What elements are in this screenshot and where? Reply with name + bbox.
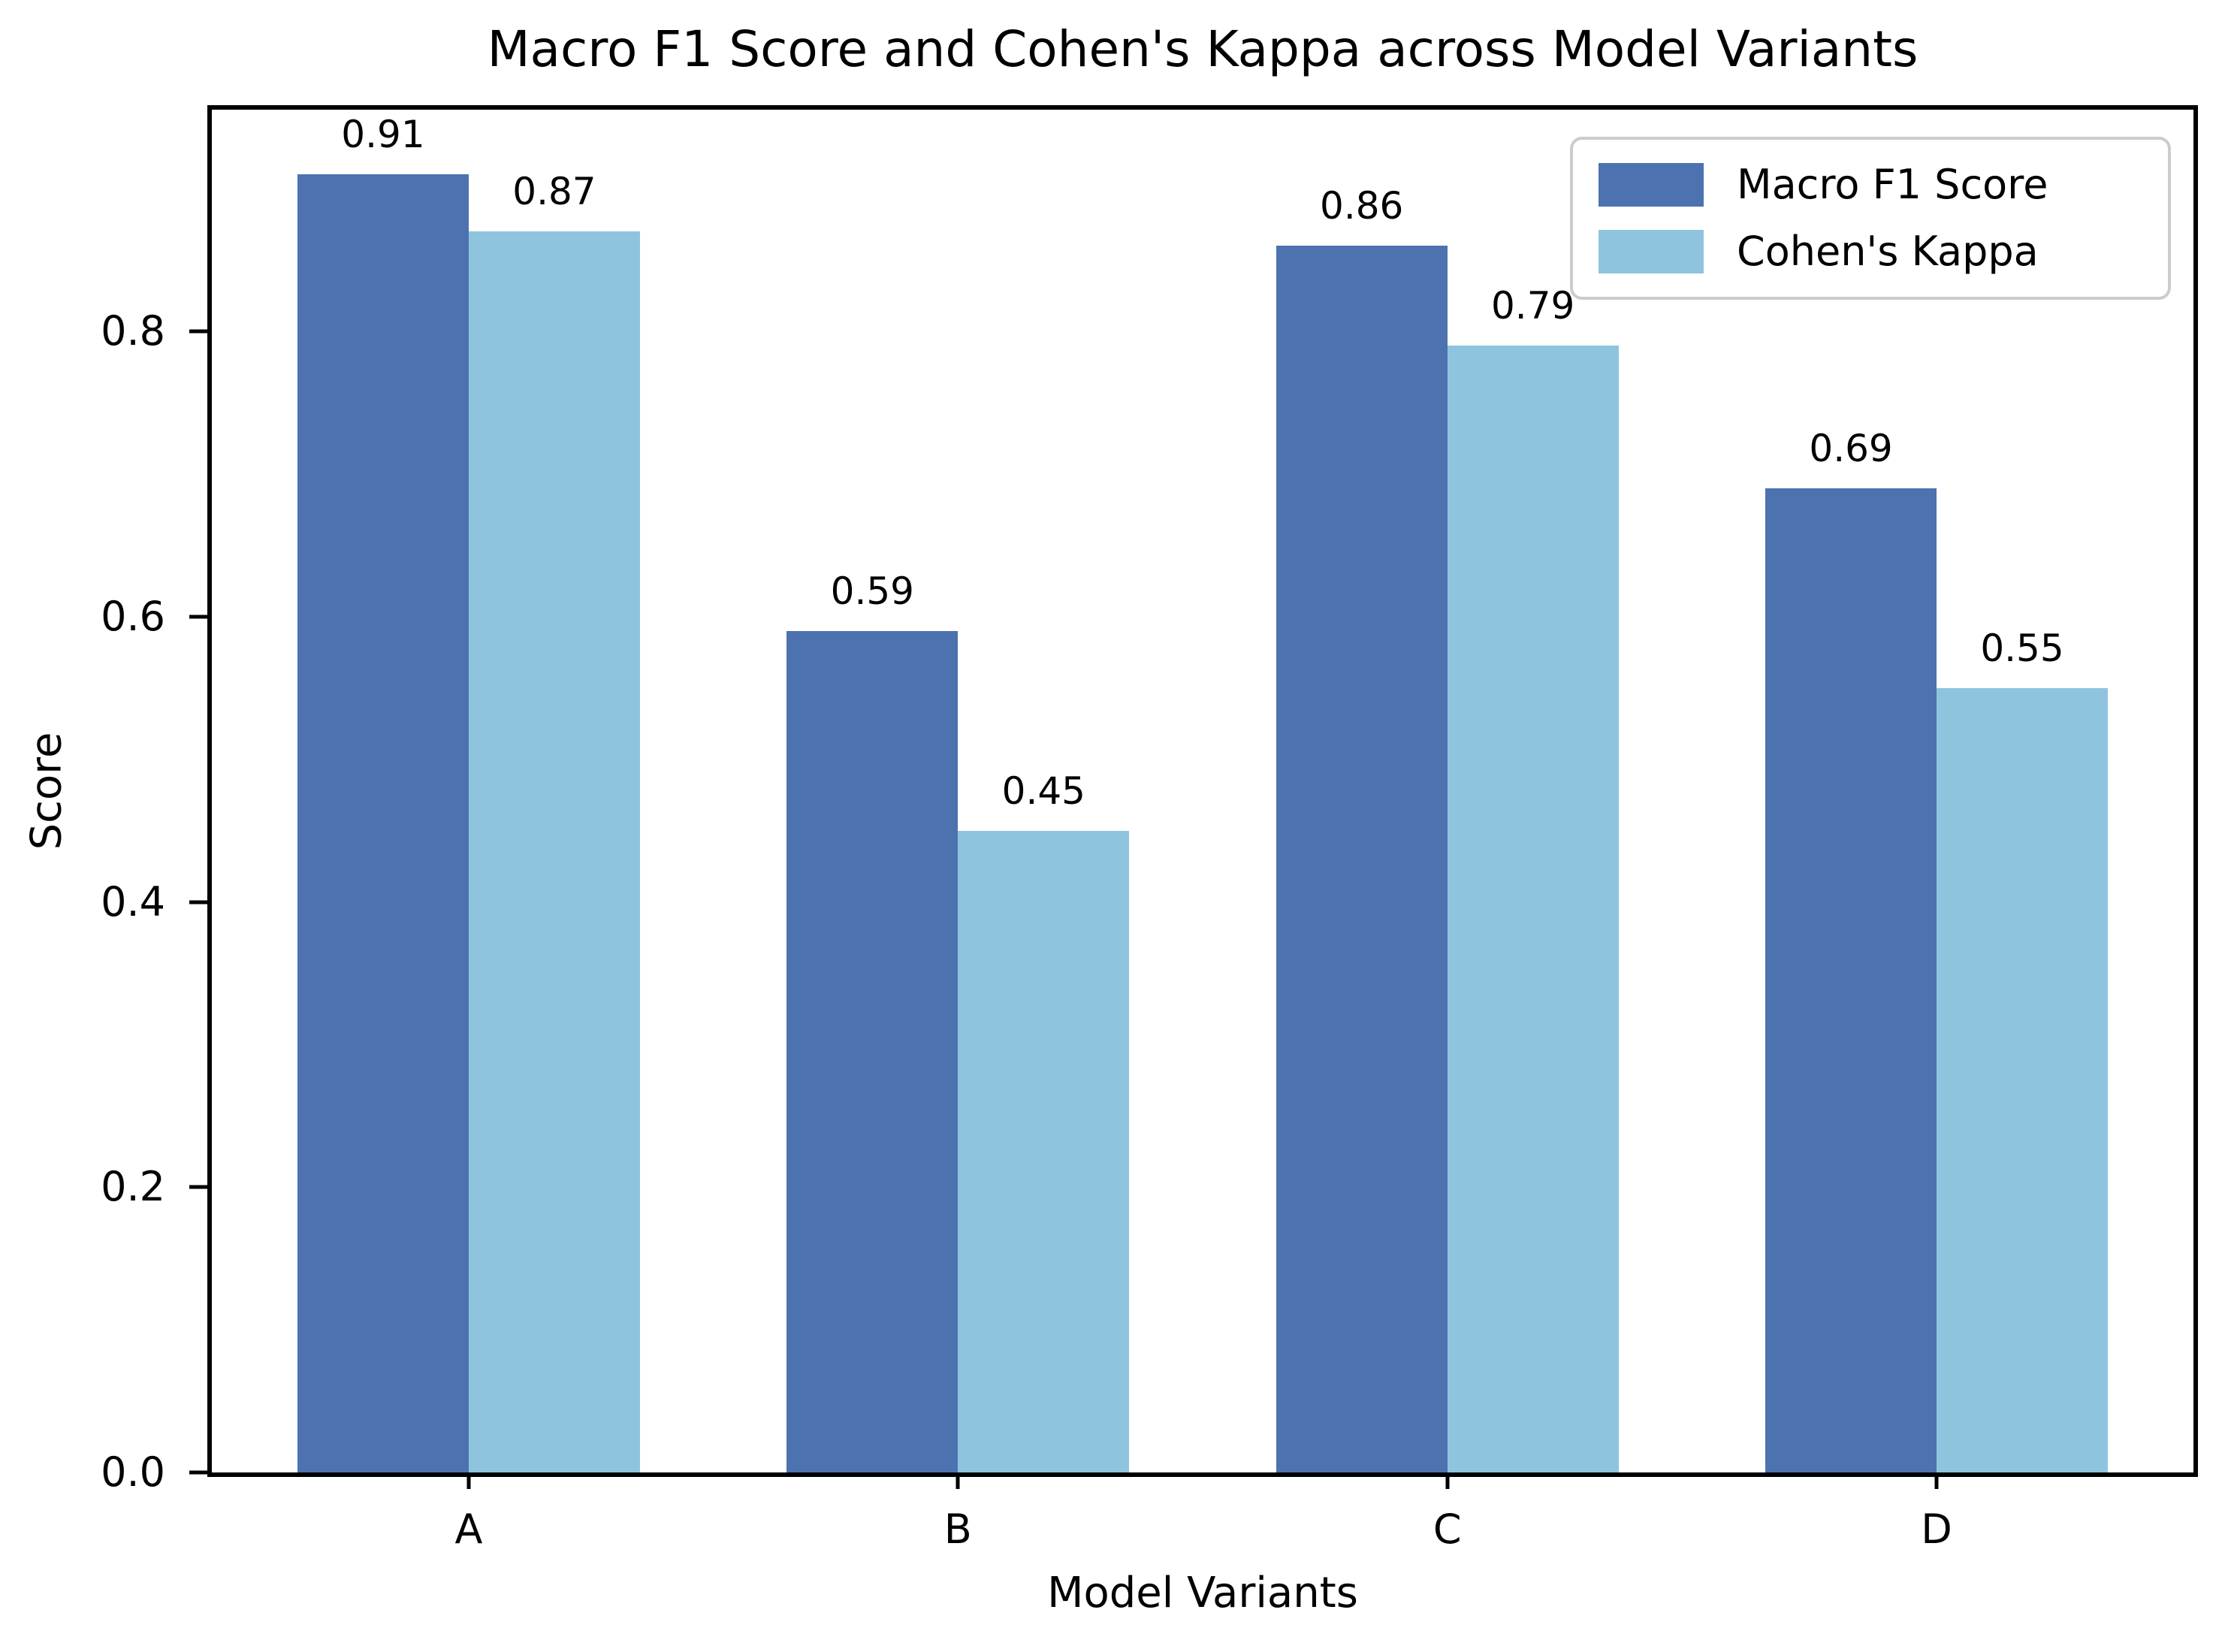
bar-value-label: 0.86 [1320, 184, 1404, 228]
y-axis-title: Score [22, 732, 71, 850]
bar-a-cohens-kappa [468, 231, 640, 1472]
x-tick-label-d: D [1921, 1506, 1952, 1553]
legend-swatch [1599, 230, 1704, 274]
bar-c-cohens-kappa [1447, 346, 1619, 1472]
y-tick-label: 0.4 [101, 877, 165, 926]
y-tick [189, 900, 207, 905]
x-tick [1445, 1472, 1450, 1489]
legend-label: Cohen's Kappa [1737, 228, 2039, 276]
legend-label: Macro F1 Score [1737, 161, 2048, 208]
x-tick [466, 1472, 471, 1489]
legend: Macro F1 Score Cohen's Kappa [1570, 137, 2171, 300]
x-tick [956, 1472, 960, 1489]
plot-inner: 0.91 0.59 0.86 0.69 0.87 0.45 0.79 0.55 A B C D 0.0 0… [101, 110, 2193, 1553]
plot-area: 0.91 0.59 0.86 0.69 0.87 0.45 0.79 0.55 A B C D 0.0 0… [101, 105, 2198, 1553]
bar-c-macro-f1 [1276, 246, 1448, 1472]
bar-d-macro-f1 [1765, 488, 1937, 1472]
y-tick-label: 0.0 [101, 1448, 165, 1496]
legend-swatch [1599, 162, 1704, 207]
bar-value-label: 0.59 [830, 569, 914, 613]
bar-value-label: 0.69 [1809, 427, 1893, 471]
bar-value-label: 0.79 [1490, 284, 1575, 328]
y-tick [189, 1185, 207, 1189]
x-tick-label-c: C [1433, 1506, 1462, 1553]
y-tick-label: 0.6 [101, 592, 165, 640]
x-tick-label-a: A [454, 1506, 483, 1553]
y-tick-label: 0.2 [101, 1163, 165, 1211]
bar-value-label: 0.87 [512, 170, 596, 214]
legend-row: Macro F1 Score [1599, 162, 2142, 207]
chart-title: Macro F1 Score and Cohen's Kappa across … [487, 20, 1919, 78]
bar-b-macro-f1 [786, 630, 959, 1472]
bar-b-cohens-kappa [958, 830, 1130, 1472]
bar-a-macro-f1 [297, 174, 469, 1472]
bar-value-label: 0.45 [1001, 769, 1085, 813]
y-tick [189, 1470, 207, 1475]
x-tick [1934, 1472, 1939, 1489]
x-tick-label-b: B [943, 1506, 972, 1553]
x-axis-title: Model Variants [1047, 1569, 1358, 1617]
bar-value-label: 0.91 [341, 113, 425, 157]
bar-value-label: 0.55 [1980, 626, 2064, 670]
y-tick [189, 329, 207, 334]
y-tick [189, 615, 207, 619]
legend-row: Cohen's Kappa [1599, 228, 2142, 276]
y-tick-label: 0.8 [101, 307, 165, 355]
bar-d-cohens-kappa [1937, 687, 2108, 1472]
